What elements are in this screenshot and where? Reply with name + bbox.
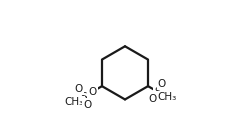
Text: O: O	[149, 94, 157, 104]
Text: O: O	[84, 100, 92, 110]
Text: O: O	[158, 79, 166, 89]
Text: O: O	[88, 87, 97, 97]
Text: S: S	[154, 87, 161, 97]
Text: S: S	[80, 92, 87, 102]
Text: CH₃: CH₃	[157, 92, 176, 102]
Text: CH₃: CH₃	[64, 97, 84, 107]
Text: O: O	[75, 84, 83, 94]
